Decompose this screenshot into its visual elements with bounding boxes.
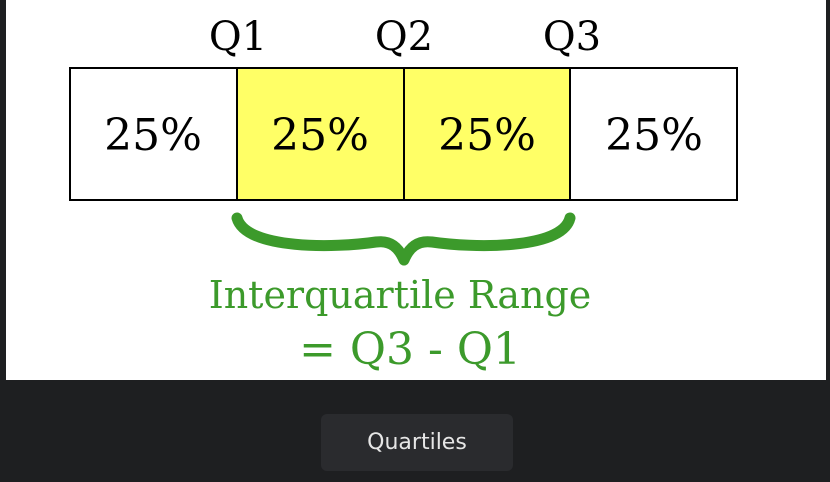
segment-box-3 [403,67,571,201]
segment-box-1 [69,67,238,201]
iqr-caption-title: Interquartile Range [209,273,592,317]
caption-bar: Quartiles [0,386,830,482]
iqr-caption-formula: = Q3 - Q1 [299,324,521,375]
segment-label-4: 25% [605,110,703,161]
segment-label-3: 25% [438,110,536,161]
segment-label-2: 25% [271,110,369,161]
q1-label: Q1 [209,14,267,60]
image-viewer: Q1 Q2 Q3 25% 25% 25% 25% Interquartile R… [6,0,826,380]
segment-box-2 [236,67,405,201]
quartile-diagram-image: Q1 Q2 Q3 25% 25% 25% 25% Interquartile R… [6,0,826,380]
curly-brace-icon [231,212,576,266]
caption-button[interactable]: Quartiles [321,414,513,471]
segment-box-4 [569,67,738,201]
quartile-diagram: Q1 Q2 Q3 25% 25% 25% 25% Interquartile R… [69,14,738,375]
segment-row: 25% 25% 25% 25% [69,67,738,201]
segment-label-1: 25% [104,110,202,161]
q2-label: Q2 [375,14,433,60]
q3-label: Q3 [543,14,601,60]
